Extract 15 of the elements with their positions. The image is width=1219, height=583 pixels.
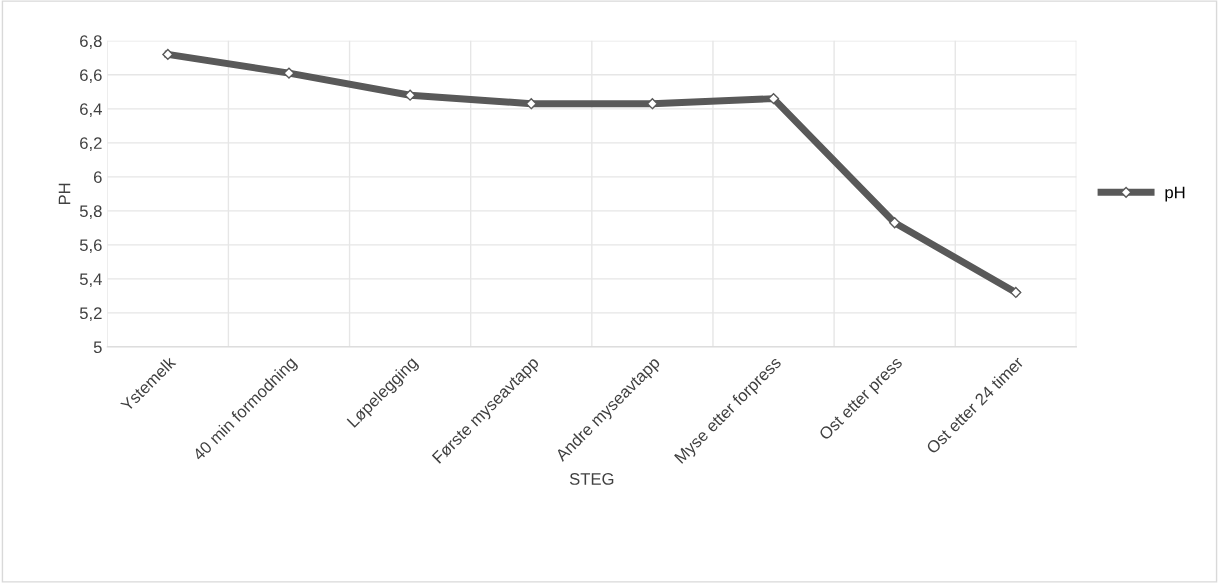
legend-label: pH bbox=[1165, 186, 1185, 202]
y-tick-label: 5 bbox=[93, 341, 102, 354]
y-tick-label: 5,2 bbox=[79, 307, 102, 322]
y-tick-label: 6,6 bbox=[80, 69, 102, 83]
point bbox=[889, 217, 901, 229]
y-tick-label: 5,4 bbox=[79, 273, 102, 288]
point bbox=[1010, 286, 1022, 299]
y-tick-label: 6,4 bbox=[80, 103, 102, 117]
y-axis-title: PH bbox=[58, 183, 71, 205]
y-tick-label: 5,6 bbox=[79, 239, 102, 254]
y-tick-label: 6,8 bbox=[80, 35, 102, 49]
y-tick-label: 6 bbox=[93, 171, 102, 184]
x-axis-title: STEG bbox=[569, 473, 614, 485]
y-tick-label: 6,2 bbox=[80, 137, 102, 152]
y-tick-label: 5,8 bbox=[79, 205, 102, 220]
